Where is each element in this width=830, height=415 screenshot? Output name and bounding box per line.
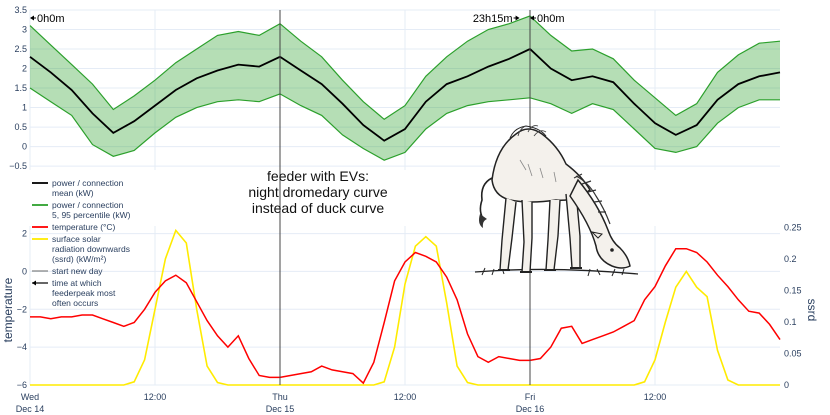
peak-annotation-label: 0h0m — [37, 13, 65, 25]
legend-label: (ssrd) (kW/m²) — [52, 254, 106, 264]
y-tick-label: 1.5 — [14, 83, 27, 93]
y-tick-label: 2 — [22, 229, 27, 239]
legend-label: temperature (°C) — [52, 222, 116, 232]
y-tick-label: 3.5 — [14, 5, 27, 15]
x-tick-label: Dec 15 — [266, 404, 295, 414]
y-tick-label: 2 — [22, 64, 27, 74]
x-tick-label: Wed — [21, 392, 39, 402]
y-tick-label: 0 — [22, 266, 27, 276]
annotation-arrow-head — [30, 15, 34, 21]
legend-label: start new day — [52, 266, 103, 276]
y2-tick-label: 0.25 — [784, 222, 802, 232]
y-tick-label: 2.5 — [14, 44, 27, 54]
x-tick-label: Dec 16 — [516, 404, 545, 414]
power-mean-line — [29, 47, 781, 142]
p95-line — [29, 15, 781, 121]
y2-tick-label: 0.1 — [784, 317, 797, 327]
legend-label: mean (kW) — [52, 188, 94, 198]
peak-annotation-label: 0h0m — [537, 13, 565, 25]
temperature-y-ticks: 2 0 −2 −4 −6 — [17, 229, 27, 390]
power-y-ticks: 3.5 3 2.5 2 1.5 1 0.5 0 −0.5 — [9, 5, 27, 171]
y-tick-label: −6 — [17, 380, 27, 390]
ssrd-axis-title: ssrd — [805, 299, 819, 322]
x-tick-label: Dec 14 — [16, 404, 45, 414]
temperature-line — [30, 247, 781, 385]
time-x-ticks: Wed Dec 14 12:00 Thu Dec 15 12:00 Fri Dec 16 12:… — [16, 392, 667, 414]
center-note-line-2: night dromedary curve — [248, 184, 388, 200]
legend-label: radiation downwards — [52, 244, 130, 254]
x-tick-label: 12:00 — [644, 392, 667, 402]
y-tick-label: 1 — [22, 103, 27, 113]
camel-illustration — [474, 125, 639, 277]
x-tick-label: 12:00 — [394, 392, 417, 402]
center-note: feeder with EVs: night dromedary curve i… — [248, 168, 388, 216]
y-tick-label: 0.5 — [14, 122, 27, 132]
legend-label: often occurs — [52, 298, 98, 308]
legend-label: time at which — [52, 278, 102, 288]
temperature-series — [30, 247, 781, 385]
annotation-arrow-head — [530, 15, 534, 21]
legend-swatch-arrowhead — [32, 280, 36, 286]
temperature-axis-title: temperature — [1, 277, 15, 342]
weather-grid — [29, 226, 780, 386]
p5-line — [29, 87, 780, 161]
y-tick-label: −0.5 — [9, 161, 27, 171]
x-tick-label: Thu — [272, 392, 288, 402]
y2-tick-label: 0.2 — [784, 254, 797, 264]
y2-tick-label: 0.15 — [784, 285, 802, 295]
power-percentile-band — [29, 15, 781, 161]
percentile-band-fill — [30, 15, 780, 161]
legend-label: feederpeak most — [52, 288, 116, 298]
legend-label: power / connection — [52, 178, 124, 188]
x-tick-label: Fri — [525, 392, 536, 402]
legend-label: 5, 95 percentile (kW) — [52, 210, 131, 220]
y2-tick-label: 0.05 — [784, 348, 802, 358]
center-note-line-3: instead of duck curve — [252, 200, 385, 216]
ssrd-y-ticks: 0.25 0.2 0.15 0.1 0.05 0 — [784, 222, 802, 390]
y-tick-label: −4 — [17, 342, 27, 352]
mean-line — [29, 47, 781, 142]
peak-annotation-label: 23h15m — [473, 13, 513, 25]
legend-label: power / connection — [52, 200, 124, 210]
peak-annotations: 0h0m 23h15m 0h0m — [30, 13, 565, 25]
ssrd-series — [30, 228, 780, 386]
y-tick-label: −2 — [17, 304, 27, 314]
annotation-arrow-head — [515, 15, 520, 21]
center-note-line-1: feeder with EVs: — [267, 168, 369, 184]
y-tick-label: 3 — [22, 25, 27, 35]
y-tick-label: 0 — [22, 142, 27, 152]
ssrd-line — [30, 228, 780, 386]
y2-tick-label: 0 — [784, 380, 789, 390]
x-tick-label: 12:00 — [144, 392, 167, 402]
legend-label: surface solar — [52, 234, 101, 244]
